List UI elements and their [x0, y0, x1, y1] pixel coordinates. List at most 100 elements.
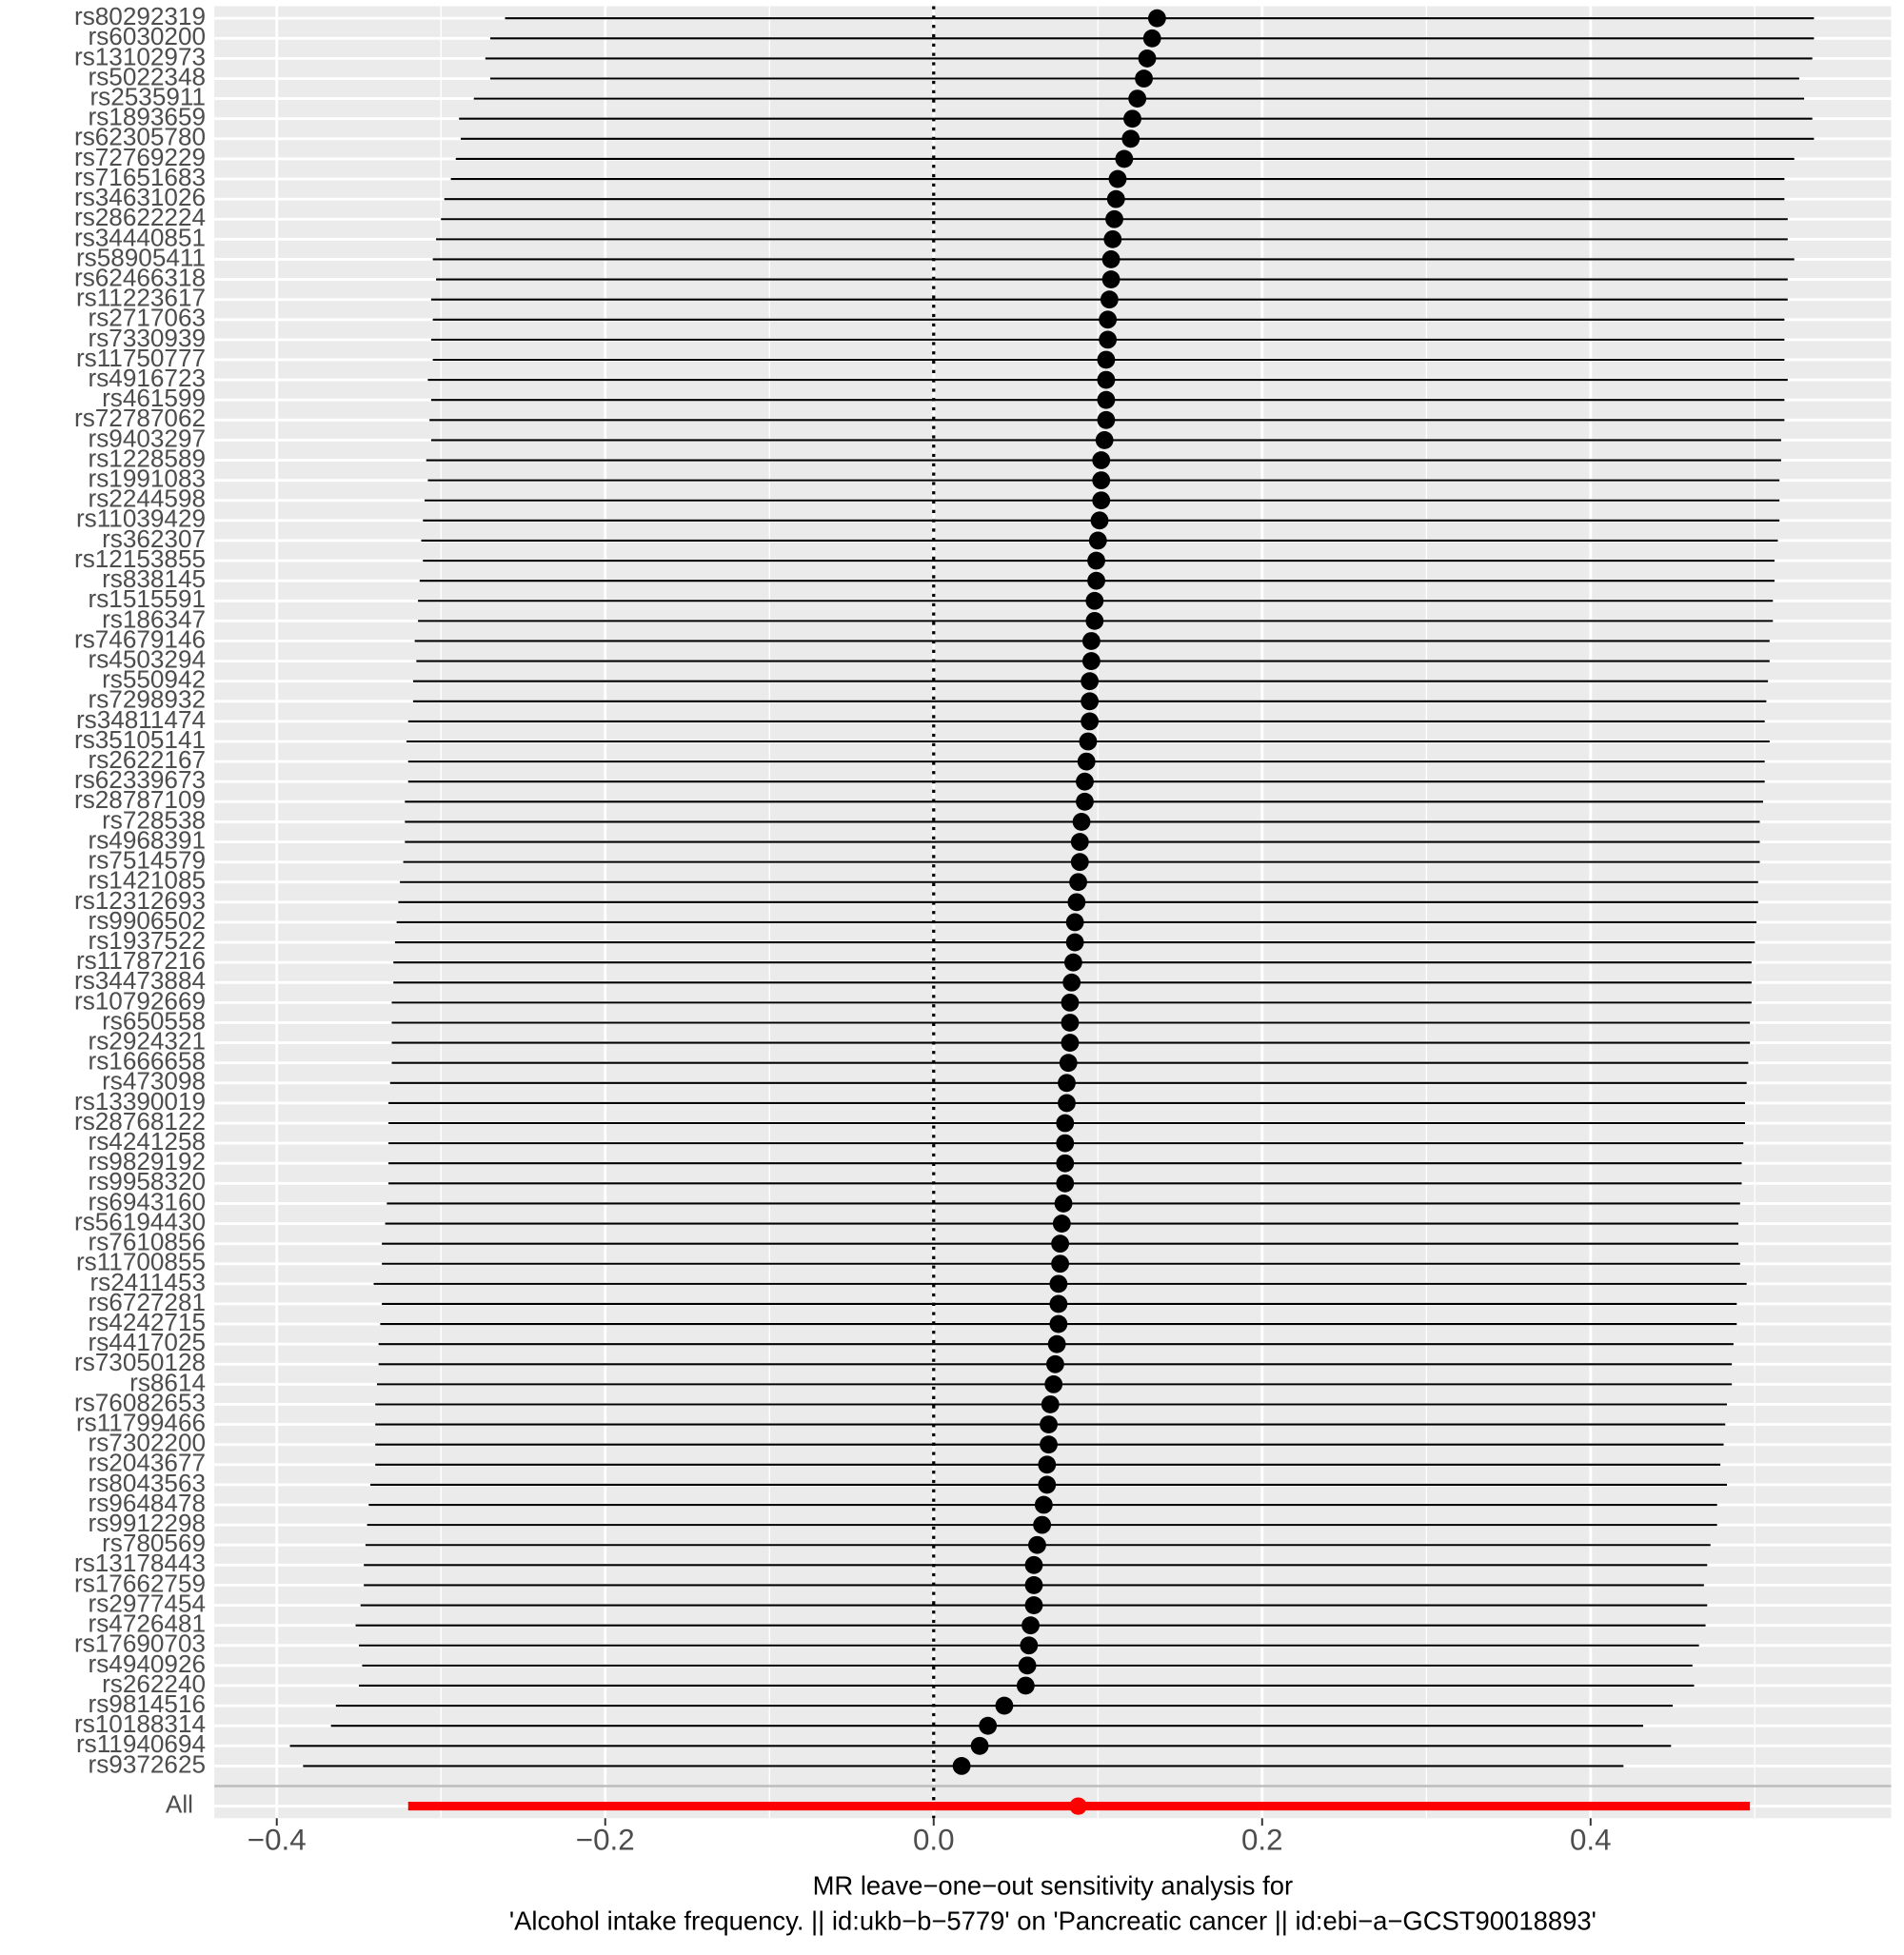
y-tick-label: rs262240	[102, 1669, 206, 1698]
y-tick-label: rs76082653	[74, 1388, 206, 1416]
point	[1069, 873, 1087, 892]
x-tick-label: −0.2	[576, 1823, 635, 1856]
point	[1121, 129, 1140, 148]
panel	[214, 6, 1892, 1819]
point	[1087, 551, 1105, 570]
point	[1028, 1535, 1046, 1554]
point	[1049, 1294, 1068, 1313]
y-tick-label: rs80292319	[74, 2, 206, 30]
y-tick-label: rs4503294	[89, 644, 206, 673]
point	[1040, 1435, 1058, 1454]
point	[1058, 1074, 1076, 1093]
point	[1081, 712, 1100, 731]
point	[1070, 833, 1089, 851]
point	[1081, 632, 1101, 650]
x-tick-label: 0.2	[1241, 1823, 1283, 1856]
point	[1051, 1234, 1070, 1254]
point	[1097, 410, 1116, 429]
y-tick-label: rs2717063	[89, 304, 206, 332]
y-tick-label: rs12312693	[74, 886, 206, 915]
y-tick-label: rs6943160	[89, 1187, 206, 1215]
y-tick-label: rs1893659	[89, 103, 206, 131]
point	[1115, 149, 1134, 168]
y-tick-label: rs17690703	[74, 1629, 206, 1658]
y-tick-label: rs362307	[102, 524, 206, 553]
y-tick-label: rs28768122	[74, 1107, 206, 1135]
y-tick-label: rs62339673	[74, 765, 206, 794]
y-tick-label: rs10792669	[74, 986, 206, 1015]
point	[1016, 1676, 1035, 1695]
y-tick-label: rs5022348	[89, 62, 206, 90]
point	[1100, 290, 1119, 309]
y-tick-label: rs9906502	[89, 906, 206, 935]
y-tick-label: rs34473884	[74, 966, 206, 995]
y-tick-label: rs10188314	[74, 1709, 206, 1738]
point	[1138, 49, 1157, 68]
y-tick-label: rs13102973	[74, 42, 206, 70]
point	[1097, 390, 1116, 409]
point	[1088, 531, 1107, 550]
point	[1108, 169, 1127, 188]
y-tick-label: rs9648478	[89, 1489, 206, 1517]
y-tick-label: rs34440851	[74, 223, 206, 251]
point	[1101, 250, 1121, 268]
y-tick-label: rs35105141	[74, 725, 206, 754]
y-tick-label: rs1228589	[89, 444, 206, 472]
y-tick-label: rs13178443	[74, 1549, 206, 1577]
y-tick-label: rs11799466	[76, 1409, 206, 1437]
point	[1081, 692, 1100, 711]
point	[1038, 1455, 1057, 1474]
y-tick-label: rs6030200	[89, 22, 206, 50]
y-tick-label: rs9912298	[89, 1509, 206, 1537]
y-tick-label: rs13390019	[74, 1087, 206, 1116]
y-tick-label: rs11750777	[76, 344, 206, 372]
point	[1076, 772, 1094, 791]
y-tick-label: rs7302200	[89, 1429, 206, 1457]
y-tick-label: rs17662759	[74, 1569, 206, 1597]
point	[1099, 310, 1118, 329]
x-tick-label: −0.4	[248, 1823, 307, 1856]
y-tick-label: rs34811474	[76, 705, 206, 734]
y-tick-label: rs9958320	[89, 1167, 206, 1195]
y-tick-label: rs58905411	[76, 243, 206, 271]
y-tick-label: rs11223617	[76, 284, 206, 312]
y-tick-label: rs11039429	[76, 504, 206, 533]
y-tick-label: rs2411453	[89, 1268, 206, 1296]
y-tick-label: rs34631026	[74, 183, 206, 211]
point	[1034, 1495, 1053, 1514]
y-tick-label: rs728538	[102, 805, 206, 834]
point	[1024, 1576, 1043, 1594]
point	[1142, 29, 1161, 48]
y-tick-label: rs1937522	[89, 926, 206, 955]
y-tick-label: rs7298932	[89, 685, 206, 714]
y-tick-label: rs4417025	[89, 1328, 206, 1356]
point	[1070, 853, 1089, 872]
point	[1044, 1374, 1063, 1393]
y-tick-label: rs2535911	[89, 83, 206, 111]
point	[1095, 431, 1114, 449]
y-tick-label: rs71651683	[74, 163, 206, 191]
point	[952, 1756, 971, 1775]
y-tick-label: rs4968391	[89, 825, 206, 854]
point	[1103, 229, 1122, 248]
point	[970, 1736, 989, 1755]
y-tick-label: rs7514579	[89, 846, 206, 875]
point	[1079, 732, 1098, 751]
y-tick-label: rs28622224	[74, 203, 206, 231]
y-tick-label: All	[166, 1790, 193, 1819]
point	[1018, 1656, 1037, 1675]
y-tick-label: rs73050128	[74, 1348, 206, 1376]
y-tick-label: rs461599	[102, 384, 206, 412]
point	[1021, 1616, 1040, 1635]
y-tick-label: rs780569	[102, 1529, 206, 1557]
x-axis-title: 'Alcohol intake frequency. || id:ukb−b−5…	[509, 1906, 1597, 1935]
y-tick-label: rs4242715	[89, 1308, 206, 1336]
point	[1051, 1254, 1070, 1274]
point	[1105, 209, 1123, 228]
point	[1063, 953, 1082, 972]
point	[1076, 792, 1094, 811]
point	[1024, 1596, 1043, 1614]
y-tick-label: rs186347	[102, 604, 206, 633]
point	[1046, 1354, 1064, 1373]
y-tick-label: rs650558	[102, 1006, 206, 1035]
